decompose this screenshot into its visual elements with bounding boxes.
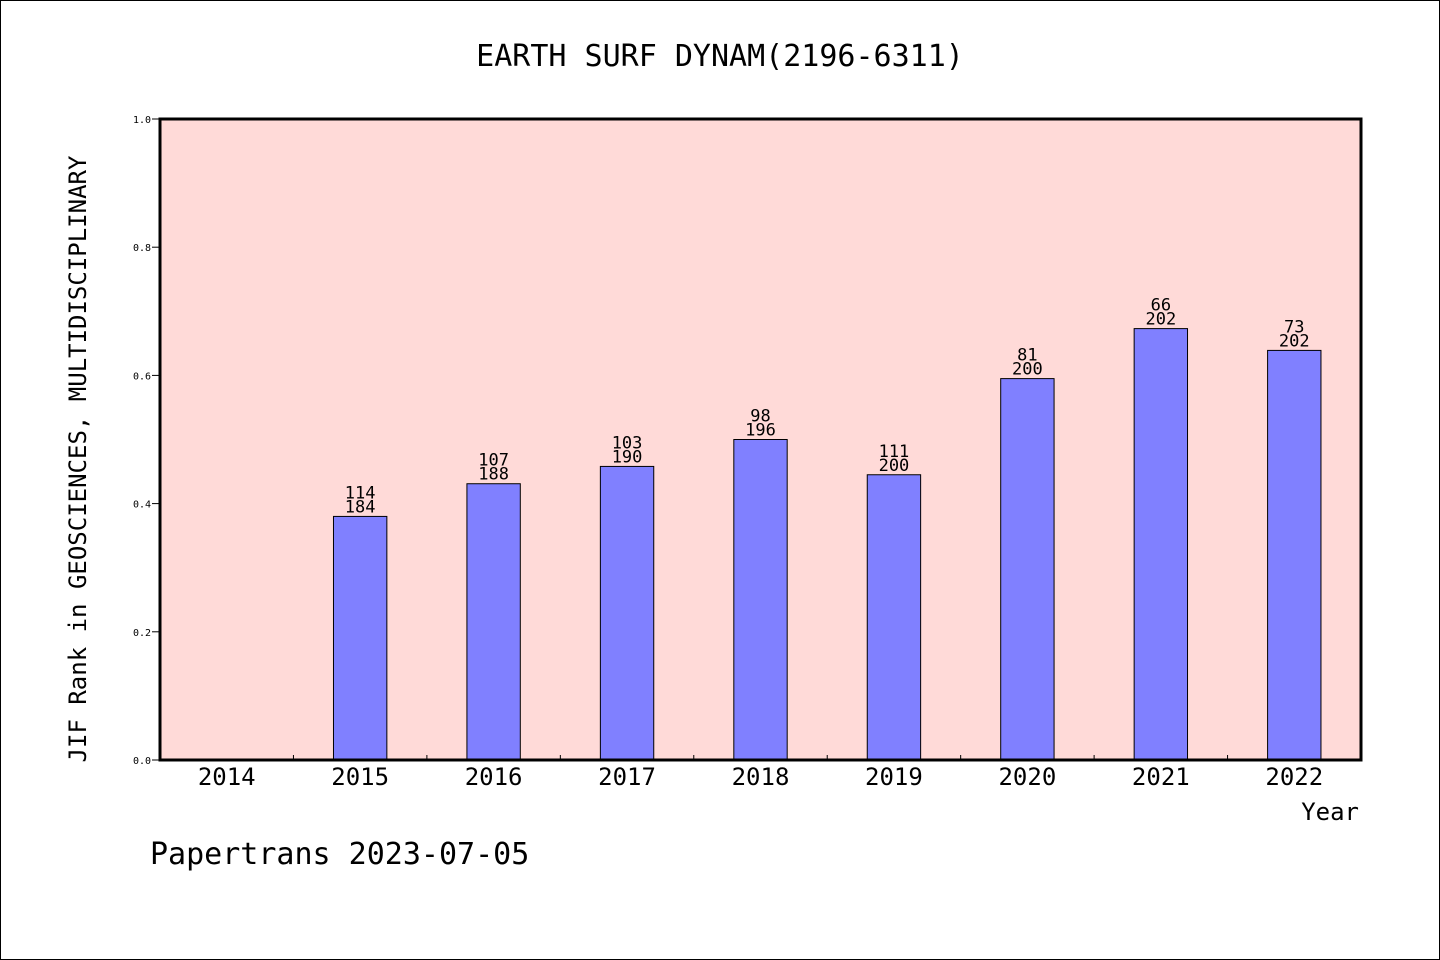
- bar-label-rank: 98: [750, 407, 770, 427]
- y-tick-label: 1.0: [133, 115, 151, 126]
- bar-label-rank: 114: [345, 483, 376, 503]
- bar: [866, 474, 922, 761]
- x-axis-ticks: 2014 2015 2016 2017 2018 2019 2020 2021 2022: [198, 755, 1323, 791]
- bar-label-total: 196: [745, 421, 776, 441]
- bar-label-rank: 81: [1017, 346, 1037, 366]
- x-tick-label: 2014: [198, 763, 256, 791]
- bar-label-rank: 73: [1284, 317, 1304, 337]
- x-tick-label: 2018: [732, 763, 790, 791]
- plot-border: [158, 117, 1363, 762]
- bar: [1000, 378, 1055, 761]
- y-tick-label: 0.6: [133, 371, 151, 382]
- bar-label-total: 202: [1145, 310, 1176, 330]
- bar-label-total: 200: [1012, 360, 1043, 380]
- x-axis-label: Year: [1301, 798, 1359, 826]
- bar-label-rank: 103: [612, 433, 643, 453]
- x-tick-label: 2017: [598, 763, 656, 791]
- bar: [466, 483, 521, 761]
- bar-label-total: 188: [478, 465, 509, 485]
- bar: [599, 465, 655, 761]
- y-axis-label: JIF Rank in GEOSCIENCES, MULTIDISCIPLINA…: [64, 155, 92, 762]
- y-tick-label: 0.8: [133, 243, 151, 254]
- bar-label-total: 190: [612, 447, 643, 467]
- x-tick-label: 2021: [1132, 763, 1190, 791]
- y-axis-ticks: 0.0 0.2 0.4 0.6 0.8 1.0: [133, 115, 160, 767]
- x-tick-label: 2022: [1265, 763, 1323, 791]
- bar-label-total: 184: [345, 497, 376, 517]
- bar-label-rank: 111: [879, 442, 910, 462]
- y-tick-label: 0.4: [133, 500, 151, 511]
- bar: [1267, 349, 1322, 761]
- bar-label-rank: 107: [478, 451, 509, 471]
- x-tick-label: 2015: [331, 763, 389, 791]
- x-tick-label: 2016: [465, 763, 523, 791]
- bar-label-rank: 66: [1151, 296, 1171, 316]
- x-tick-label: 2019: [865, 763, 923, 791]
- bar: [733, 439, 788, 761]
- y-tick-label: 0.2: [133, 628, 151, 639]
- bar-label-total: 202: [1279, 331, 1310, 351]
- bars-layer: [332, 328, 1322, 761]
- y-tick-label: 0.0: [133, 756, 151, 767]
- bar: [1133, 328, 1189, 761]
- footer-credit: Papertrans 2023-07-05: [150, 837, 529, 872]
- x-tick-label: 2020: [998, 763, 1056, 791]
- bar-label-total: 200: [879, 456, 910, 476]
- chart-title: EARTH SURF DYNAM(2196-6311): [476, 39, 964, 74]
- bar: [332, 515, 388, 761]
